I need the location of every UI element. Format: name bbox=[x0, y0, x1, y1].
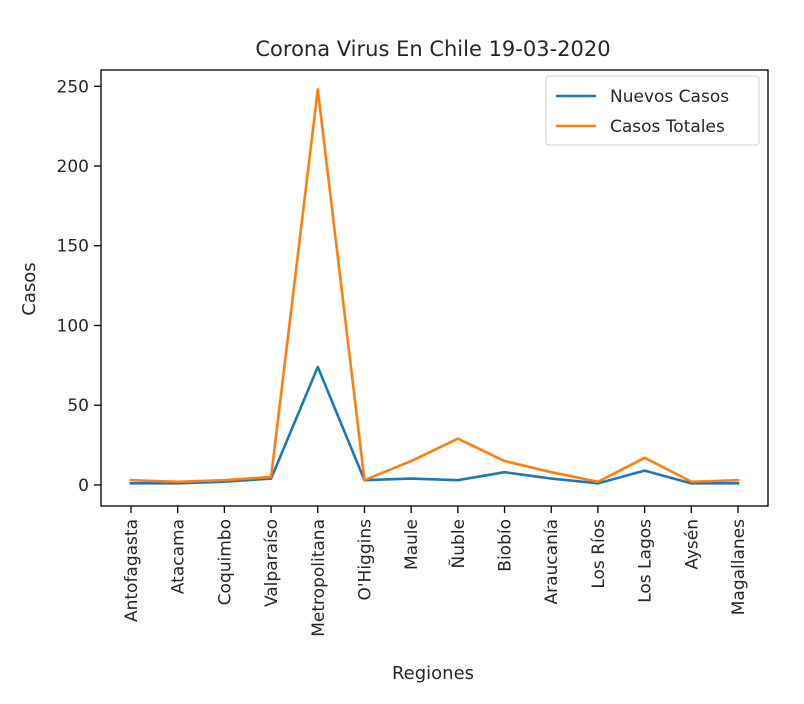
x-tick-label: Los Ríos bbox=[589, 519, 609, 589]
y-tick-label: 0 bbox=[78, 476, 89, 496]
x-tick-label: Valparaíso bbox=[262, 519, 282, 607]
legend-box bbox=[545, 75, 760, 146]
plot-area: 0 50 100 150 200 250 Antofagasta Atacama Coquimb… bbox=[57, 69, 769, 637]
x-tick-label: Antofagasta bbox=[122, 519, 142, 622]
legend-label: Nuevos Casos bbox=[610, 87, 729, 107]
x-tick-label: O'Higgins bbox=[355, 519, 375, 601]
legend: Nuevos Casos Casos Totales bbox=[545, 75, 760, 146]
x-tick-label: Aysén bbox=[682, 519, 702, 570]
y-tick-label: 100 bbox=[57, 316, 89, 336]
series-line-1 bbox=[129, 88, 740, 484]
chart-title: Corona Virus En Chile 19-03-2020 bbox=[255, 37, 610, 61]
x-tick-label: Los Lagos bbox=[636, 519, 656, 603]
y-tick-label: 200 bbox=[57, 157, 89, 177]
series-line-0 bbox=[129, 365, 740, 485]
axes-frame bbox=[100, 69, 769, 507]
y-tick-label: 50 bbox=[67, 396, 89, 416]
legend-label: Casos Totales bbox=[610, 117, 725, 137]
x-tick-label: Biobío bbox=[496, 519, 516, 572]
x-tick-label: Magallanes bbox=[729, 519, 749, 615]
x-axis-label: Regiones bbox=[392, 663, 474, 684]
x-tick-label: Metropolitana bbox=[309, 519, 329, 637]
y-tick-label: 150 bbox=[57, 237, 89, 257]
y-tick-label: 250 bbox=[57, 77, 89, 97]
x-tick-label: Maule bbox=[402, 519, 422, 570]
x-tick-label: Ñuble bbox=[447, 519, 469, 568]
y-axis-label: Casos bbox=[19, 262, 40, 315]
x-tick-label: Atacama bbox=[169, 519, 189, 594]
x-tick-label: Araucanía bbox=[542, 519, 562, 605]
x-tick-label: Coquimbo bbox=[215, 519, 235, 605]
